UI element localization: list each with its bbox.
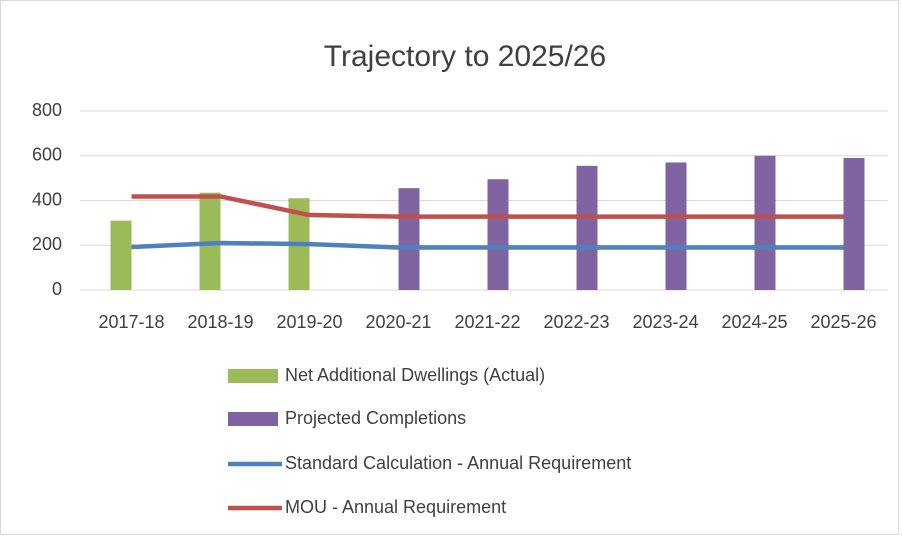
line [131,240,844,250]
x-tick-label: 2018-19 [187,312,253,332]
y-tick-label: 800 [32,100,62,120]
legend-swatch [228,412,278,426]
x-tick-label: 2024-25 [721,312,787,332]
bar [110,220,132,290]
x-tick-label: 2017-18 [98,312,164,332]
bar [843,157,865,290]
legend-swatch [228,369,278,383]
bar [487,179,509,290]
x-tick-label: 2021-22 [454,312,520,332]
legend-label: Standard Calculation - Annual Requiremen… [285,453,631,473]
bar [754,155,776,290]
y-tick-label: 200 [32,234,62,254]
x-tick-label: 2019-20 [276,312,342,332]
line [131,194,844,219]
x-tick-label: 2022-23 [543,312,609,332]
y-tick-label: 400 [32,189,62,209]
chart-title: Trajectory to 2025/26 [324,40,606,73]
legend-label: MOU - Annual Requirement [285,497,506,517]
bar [398,188,420,290]
legend-label: Projected Completions [285,408,466,428]
bar [576,165,598,290]
x-tick-label: 2025-26 [810,312,876,332]
y-tick-label: 600 [32,145,62,165]
y-tick-label: 0 [52,279,62,299]
x-tick-label: 2023-24 [632,312,698,332]
bar [665,162,687,290]
x-tick-label: 2020-21 [365,312,431,332]
legend-label: Net Additional Dwellings (Actual) [285,365,545,385]
